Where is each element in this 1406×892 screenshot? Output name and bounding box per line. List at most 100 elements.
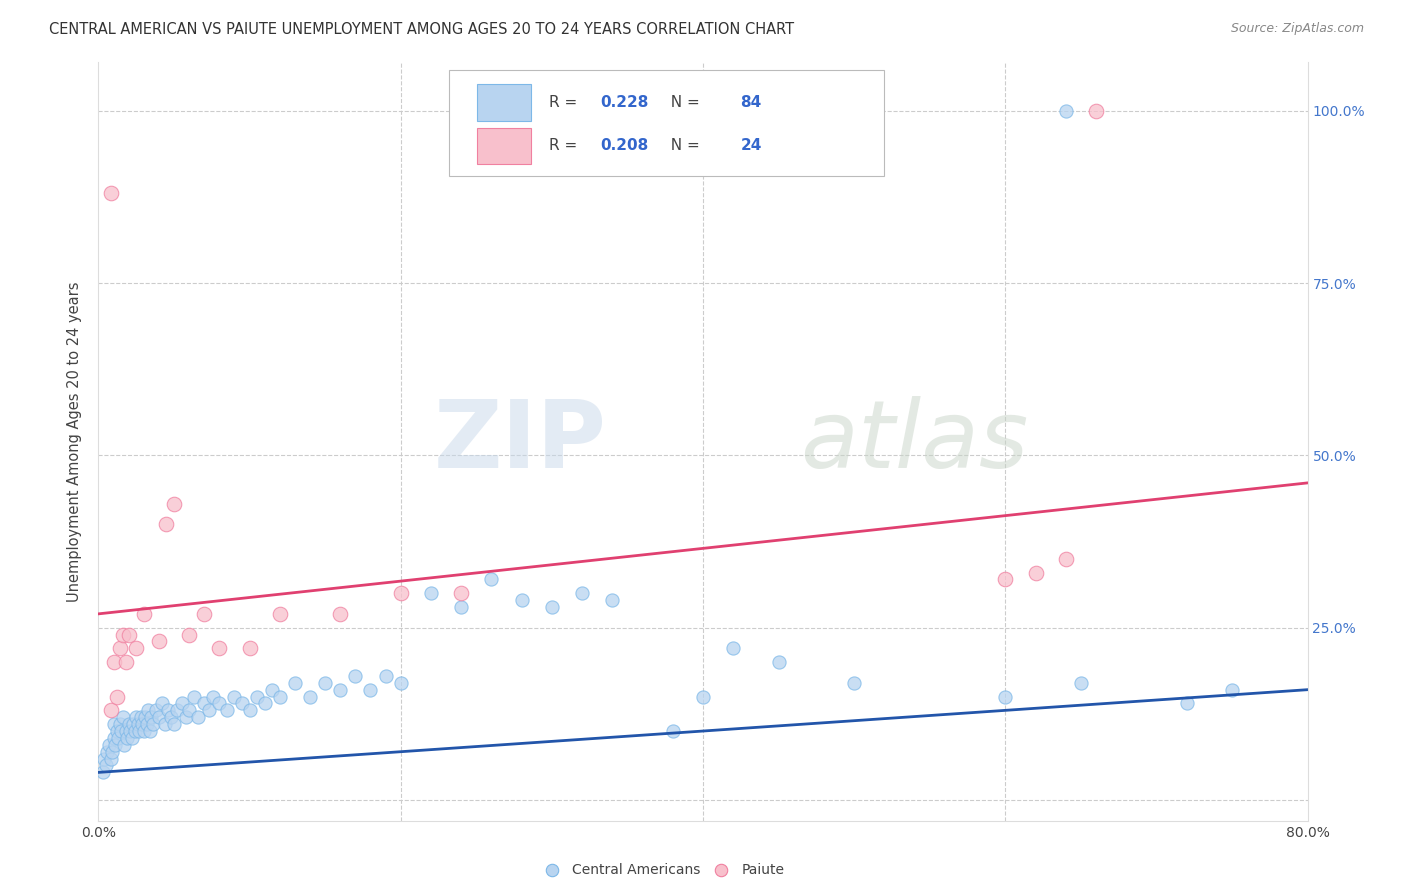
- Point: [129, 710, 152, 724]
- Point: [866, 838, 889, 852]
- Point: [481, 573, 503, 587]
- Point: [118, 627, 141, 641]
- Point: [132, 724, 155, 739]
- Point: [329, 607, 352, 621]
- Text: CENTRAL AMERICAN VS PAIUTE UNEMPLOYMENT AMONG AGES 20 TO 24 YEARS CORRELATION CH: CENTRAL AMERICAN VS PAIUTE UNEMPLOYMENT …: [49, 22, 794, 37]
- Point: [208, 641, 231, 656]
- Text: R =: R =: [550, 95, 582, 110]
- Point: [540, 599, 562, 614]
- Point: [174, 710, 197, 724]
- Point: [122, 717, 145, 731]
- Point: [389, 675, 412, 690]
- Point: [1024, 566, 1046, 580]
- Text: atlas: atlas: [800, 396, 1028, 487]
- Y-axis label: Unemployment Among Ages 20 to 24 years: Unemployment Among Ages 20 to 24 years: [67, 281, 83, 602]
- Point: [1054, 103, 1077, 118]
- Point: [314, 675, 336, 690]
- Point: [100, 186, 122, 201]
- Point: [284, 675, 307, 690]
- Text: Paiute: Paiute: [742, 863, 785, 877]
- Point: [125, 641, 148, 656]
- Point: [170, 697, 193, 711]
- Point: [1085, 103, 1108, 118]
- Point: [179, 627, 201, 641]
- Text: 24: 24: [741, 138, 762, 153]
- Point: [360, 682, 382, 697]
- Point: [148, 634, 170, 648]
- Point: [103, 731, 125, 745]
- Point: [114, 655, 136, 669]
- Point: [105, 724, 128, 739]
- Point: [131, 717, 153, 731]
- Point: [389, 586, 412, 600]
- FancyBboxPatch shape: [449, 70, 884, 177]
- Point: [93, 751, 115, 765]
- Point: [108, 717, 131, 731]
- Point: [156, 703, 179, 717]
- Point: [224, 690, 246, 704]
- Point: [100, 751, 122, 765]
- Point: [193, 697, 215, 711]
- Point: [145, 703, 167, 717]
- Point: [262, 682, 284, 697]
- Point: [103, 655, 125, 669]
- Text: N =: N =: [661, 95, 704, 110]
- Point: [994, 690, 1017, 704]
- Point: [239, 703, 262, 717]
- Point: [153, 717, 176, 731]
- Point: [510, 593, 533, 607]
- FancyBboxPatch shape: [477, 128, 531, 164]
- Point: [420, 586, 443, 600]
- Point: [202, 690, 225, 704]
- Point: [571, 586, 593, 600]
- Point: [105, 690, 128, 704]
- Point: [141, 710, 163, 724]
- Point: [253, 697, 276, 711]
- Point: [1175, 697, 1198, 711]
- Point: [132, 607, 155, 621]
- Point: [994, 573, 1017, 587]
- Point: [103, 717, 125, 731]
- Point: [844, 675, 866, 690]
- Point: [329, 682, 352, 697]
- Text: N =: N =: [661, 138, 704, 153]
- Point: [135, 717, 157, 731]
- Point: [269, 607, 291, 621]
- Point: [215, 703, 238, 717]
- Point: [136, 703, 159, 717]
- Point: [450, 599, 472, 614]
- Point: [269, 690, 291, 704]
- Point: [768, 655, 790, 669]
- Point: [118, 717, 141, 731]
- Point: [246, 690, 269, 704]
- Point: [450, 586, 472, 600]
- Point: [231, 697, 253, 711]
- Text: 0.208: 0.208: [600, 138, 648, 153]
- Point: [139, 724, 162, 739]
- Point: [299, 690, 322, 704]
- Point: [124, 724, 146, 739]
- Point: [111, 710, 134, 724]
- Point: [125, 710, 148, 724]
- FancyBboxPatch shape: [477, 85, 531, 120]
- Point: [155, 517, 177, 532]
- Point: [96, 745, 118, 759]
- Point: [239, 641, 262, 656]
- Point: [104, 738, 127, 752]
- Point: [723, 641, 745, 656]
- Point: [111, 627, 134, 641]
- Point: [150, 697, 173, 711]
- Point: [344, 669, 367, 683]
- Point: [120, 724, 142, 739]
- Point: [148, 710, 170, 724]
- Point: [112, 738, 135, 752]
- Point: [661, 724, 683, 739]
- Point: [163, 497, 186, 511]
- Point: [654, 838, 676, 852]
- Point: [100, 703, 122, 717]
- Point: [179, 703, 201, 717]
- Point: [94, 758, 117, 772]
- Text: ZIP: ZIP: [433, 395, 606, 488]
- Point: [114, 724, 136, 739]
- Text: R =: R =: [550, 138, 582, 153]
